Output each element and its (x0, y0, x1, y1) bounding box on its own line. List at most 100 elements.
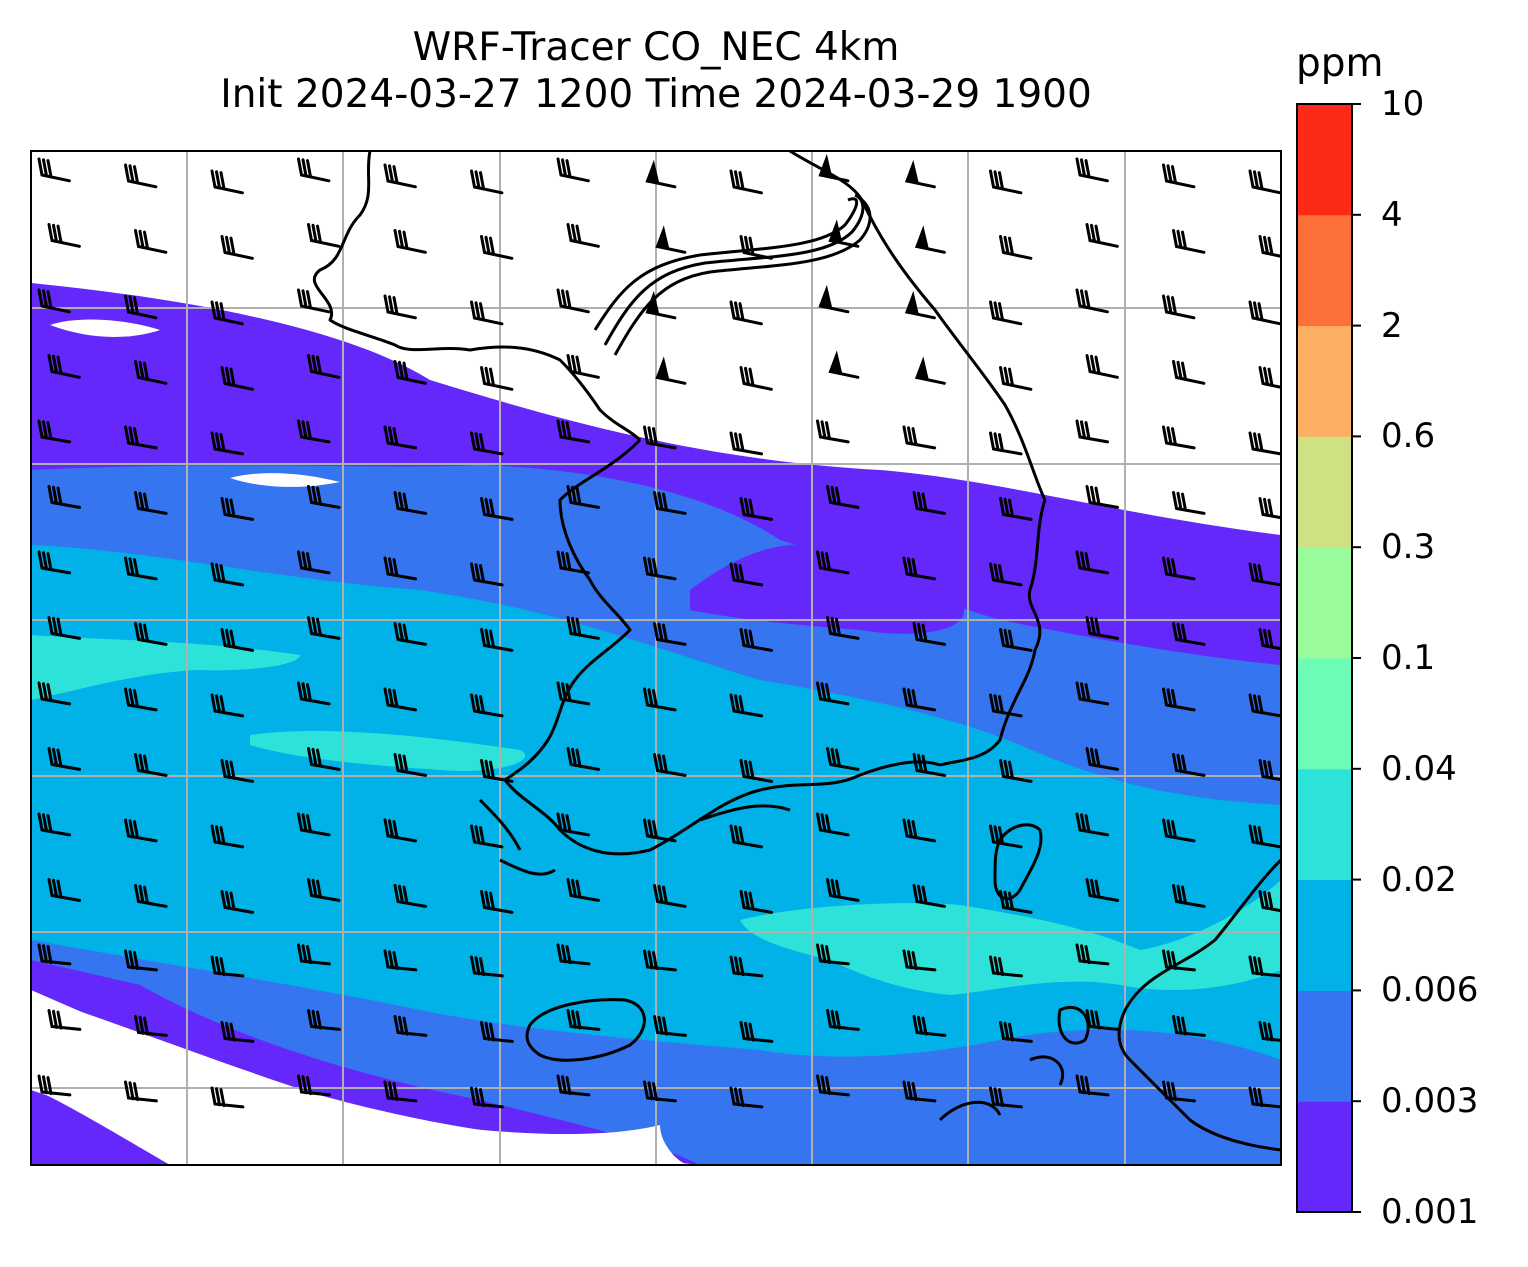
wind-barb (645, 159, 677, 189)
coastlines (312, 151, 1281, 1152)
wind-barb (307, 878, 341, 902)
wind-barb (989, 562, 1023, 587)
colorbar-tick-label: 10 (1381, 84, 1425, 124)
wind-barb (902, 556, 937, 581)
wind-barb (655, 356, 687, 385)
wind-barb (37, 681, 72, 706)
wind-barb (566, 354, 600, 379)
wind-barb (124, 687, 158, 712)
wind-barb (826, 747, 860, 771)
wind-barb (643, 1080, 677, 1103)
wind-barb (1172, 753, 1206, 777)
wind-barb (480, 890, 514, 914)
wind-barb (383, 425, 418, 450)
wind-barb (124, 949, 158, 972)
wind-barb (1172, 491, 1206, 515)
wind-barb (383, 556, 418, 581)
colorbar-band-3 (1297, 768, 1352, 881)
map-panel (31, 151, 1281, 1165)
wind-barb (645, 290, 677, 320)
wind-barb (1162, 294, 1196, 320)
title-line-2: Init 2024-03-27 1200 Time 2024-03-29 190… (220, 72, 1092, 117)
wind-barb (999, 628, 1033, 652)
wind-barb (989, 169, 1023, 195)
map-frame (30, 150, 1282, 1166)
wind-barb (297, 1074, 331, 1097)
wind-barb (904, 159, 936, 189)
wind-barb (643, 425, 677, 450)
wind-barb (1248, 693, 1281, 718)
wind-barb (37, 812, 72, 837)
wind-barb (739, 628, 774, 652)
jeju-island (525, 998, 646, 1062)
wind-barb (1085, 354, 1119, 379)
wind-barb (1172, 1015, 1206, 1037)
wind-barb (999, 1021, 1033, 1043)
wind-barb (1248, 431, 1281, 456)
map-title: WRF-Tracer CO_NEC 4km Init 2024-03-27 12… (30, 24, 1282, 118)
wind-barb (470, 562, 504, 587)
wind-barbs (37, 153, 1281, 1109)
wind-barb (297, 419, 331, 444)
wind-barb (912, 884, 947, 908)
wind-barb (134, 622, 168, 646)
colorbar-band-0 (1297, 1101, 1352, 1213)
wind-barb (47, 747, 82, 771)
wind-barb (566, 223, 600, 248)
wind-barb (739, 890, 774, 914)
wind-barb (1248, 824, 1281, 849)
wind-barb (556, 288, 590, 314)
wind-barb (816, 681, 850, 706)
wind-barb (210, 955, 245, 978)
wind-barb (470, 300, 504, 326)
wind-barb (220, 628, 255, 652)
wind-barb (566, 616, 601, 640)
wind-barb (902, 1080, 937, 1103)
wind-barb (37, 419, 72, 444)
wind-barb (470, 824, 504, 849)
wind-barb (1258, 235, 1281, 258)
colorbar-band-7 (1297, 325, 1352, 437)
wind-barb (556, 681, 591, 706)
wind-barb (1085, 616, 1120, 640)
clear-area-1 (50, 319, 160, 337)
colorbar-tick-label: 0.001 (1381, 1192, 1479, 1232)
wind-barb (470, 431, 504, 456)
wind-barb (1248, 169, 1281, 195)
china-coast (312, 151, 642, 442)
wind-barb (210, 824, 245, 849)
wind-barb (818, 153, 850, 183)
wind-barb (1258, 497, 1281, 520)
russia-coast (789, 151, 1047, 501)
wind-barb (297, 681, 331, 706)
wind-barb (307, 485, 341, 509)
wind-barb (124, 1080, 158, 1103)
wind-barb (999, 366, 1033, 391)
wind-barb (729, 1086, 764, 1109)
wind-barb (1172, 622, 1206, 646)
wind-barb (826, 1009, 860, 1031)
wind-barb (220, 759, 255, 783)
wind-barb (383, 818, 418, 843)
korea-west-coast (504, 438, 642, 782)
wind-barb (729, 431, 764, 456)
colorbar-band-2 (1297, 879, 1352, 991)
wind-barb (989, 955, 1023, 978)
wind-barb (1075, 157, 1109, 183)
wind-barb (220, 890, 255, 914)
wind-barb (1258, 366, 1281, 389)
wind-barb (816, 943, 850, 966)
wind-barb (480, 759, 514, 783)
wind-barb (912, 1015, 947, 1037)
wind-barb (914, 356, 946, 385)
wind-barb (989, 693, 1023, 718)
wind-barb (210, 1086, 245, 1109)
wind-barb (37, 1074, 72, 1097)
wind-barb (739, 366, 773, 391)
wind-barb (307, 616, 341, 640)
wind-barb (1075, 1074, 1110, 1097)
wind-barb (999, 759, 1033, 783)
wind-barb (1162, 949, 1196, 972)
colorbar-tick-label: 2 (1381, 305, 1403, 346)
